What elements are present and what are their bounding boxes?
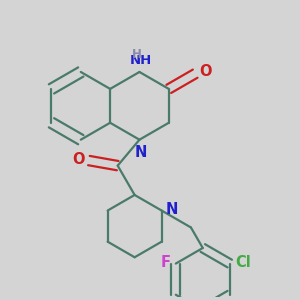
Text: F: F [160, 255, 170, 270]
Text: N: N [166, 202, 178, 217]
Text: Cl: Cl [235, 255, 251, 270]
Text: NH: NH [130, 54, 152, 67]
Text: O: O [72, 152, 85, 166]
Text: O: O [200, 64, 212, 79]
Text: H: H [132, 48, 142, 61]
Text: N: N [135, 145, 147, 160]
